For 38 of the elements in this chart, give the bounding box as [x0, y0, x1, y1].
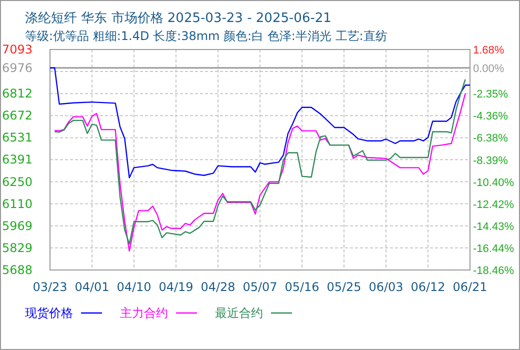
x-tick-label: 04/28	[200, 280, 236, 294]
y-tick-label: 5829	[2, 240, 33, 255]
x-tick-label: 06/21	[452, 280, 488, 294]
y-tick-label: 6110	[2, 196, 33, 211]
x-tick-label: 04/01	[74, 280, 110, 294]
y-tick-label: 6672	[2, 108, 33, 123]
x-tick-label: 03/23	[32, 280, 68, 294]
chart-subtitle: 等级:优等品 粗细:1.4D 长度:38mm 颜色:白 色泽:半消光 工艺:直纺	[25, 29, 388, 43]
legend-label: 最近合约	[215, 306, 263, 320]
y2-tick-label: 0.00%	[473, 62, 504, 75]
x-tick-label: 05/16	[284, 280, 320, 294]
y2-tick-label: -8.39%	[473, 154, 508, 167]
chart-title: 涤纶短纤 华东 市场价格 2025-03-23 - 2025-06-21	[25, 11, 332, 26]
y2-tick-label: -16.44%	[473, 242, 514, 255]
x-tick-label: 05/25	[326, 280, 362, 294]
x-tick-label: 06/03	[368, 280, 404, 294]
x-tick-label: 04/10	[116, 280, 152, 294]
y-tick-label: 7093	[2, 42, 33, 56]
y2-tick-label: 1.68%	[473, 44, 504, 56]
y2-tick-label: -4.36%	[473, 110, 508, 123]
y-tick-label: 5688	[2, 263, 33, 277]
y-tick-label: 5969	[2, 218, 33, 233]
x-tick-label: 05/07	[242, 280, 278, 294]
y2-tick-label: -14.43%	[473, 220, 514, 233]
y2-tick-label: -2.35%	[473, 88, 508, 101]
y2-tick-label: -10.40%	[473, 176, 514, 189]
y2-tick-label: -6.38%	[473, 132, 508, 145]
legend-label: 现货价格	[25, 306, 73, 320]
x-tick-label: 04/19	[158, 280, 194, 294]
y-tick-label: 6531	[2, 130, 33, 145]
y-tick-label: 6812	[2, 86, 33, 101]
y2-tick-label: -18.46%	[473, 265, 514, 277]
y-tick-label: 6250	[2, 174, 33, 189]
y-tick-label: 6391	[2, 152, 33, 167]
legend-label: 主力合约	[120, 306, 168, 320]
y2-tick-label: -12.42%	[473, 198, 514, 211]
x-tick-label: 06/12	[410, 280, 446, 294]
ref-line-label: 6976	[2, 60, 33, 75]
